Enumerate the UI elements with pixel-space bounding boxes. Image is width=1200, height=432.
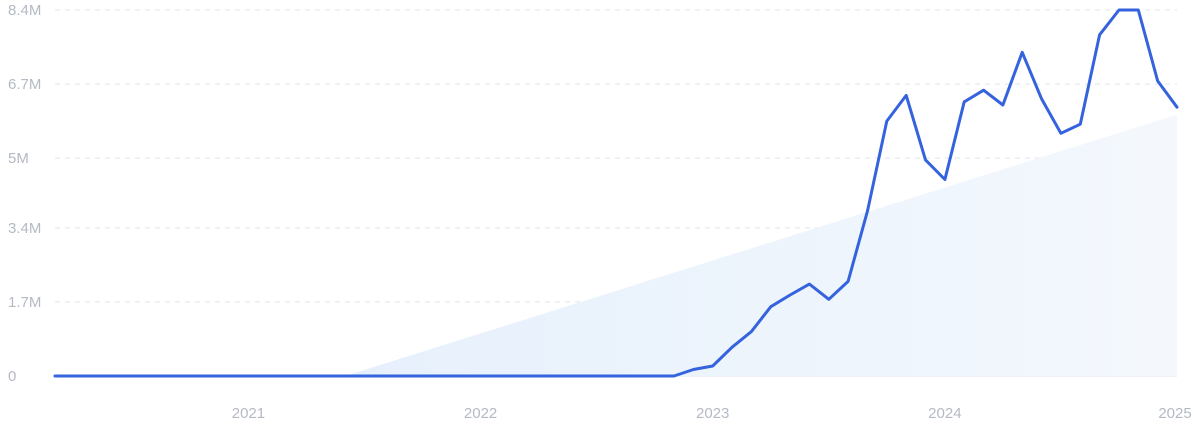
data-point: [884, 119, 889, 124]
data-point: [749, 329, 754, 334]
y-tick-label: 5M: [8, 150, 29, 167]
data-point: [730, 345, 735, 350]
data-point: [768, 304, 773, 309]
y-tick-label: 1.7M: [8, 294, 41, 311]
data-point: [807, 282, 812, 287]
x-axis-ticks: 2021 2022 2023 2024 2025: [232, 405, 1192, 422]
data-point: [826, 297, 831, 302]
x-tick-label: 2024: [928, 405, 961, 422]
data-point: [923, 157, 928, 162]
x-tick-label: 2025: [1158, 405, 1191, 422]
y-tick-label: 3.4M: [8, 220, 41, 237]
data-point: [1155, 79, 1160, 84]
data-point: [1039, 96, 1044, 101]
data-point: [865, 208, 870, 213]
data-point: [1078, 122, 1083, 127]
data-point: [1000, 103, 1005, 108]
data-point: [1175, 105, 1180, 110]
y-axis-ticks: 0 1.7M 3.4M 5M 6.7M 8.4M: [8, 2, 41, 385]
x-tick-label: 2023: [696, 405, 729, 422]
data-point: [691, 367, 696, 372]
y-tick-label: 0: [8, 368, 16, 385]
x-tick-label: 2022: [464, 405, 497, 422]
data-point: [904, 93, 909, 98]
data-point: [672, 374, 677, 379]
data-point: [981, 88, 986, 93]
data-point: [1097, 32, 1102, 37]
data-point: [942, 177, 947, 182]
data-point: [1136, 8, 1141, 13]
data-point: [1117, 8, 1122, 13]
data-point: [53, 374, 58, 379]
trend-area: [345, 114, 1177, 377]
y-tick-label: 6.7M: [8, 76, 41, 93]
series-line-0: [53, 8, 1179, 378]
data-point: [962, 99, 967, 104]
trend-area-shape: [345, 114, 1177, 377]
data-point: [846, 279, 851, 284]
data-point: [710, 364, 715, 369]
data-point: [788, 293, 793, 298]
y-tick-label: 8.4M: [8, 2, 41, 19]
data-point: [1020, 50, 1025, 55]
series-layer: [53, 8, 1180, 379]
data-point: [1058, 131, 1063, 136]
x-tick-label: 2021: [232, 405, 265, 422]
